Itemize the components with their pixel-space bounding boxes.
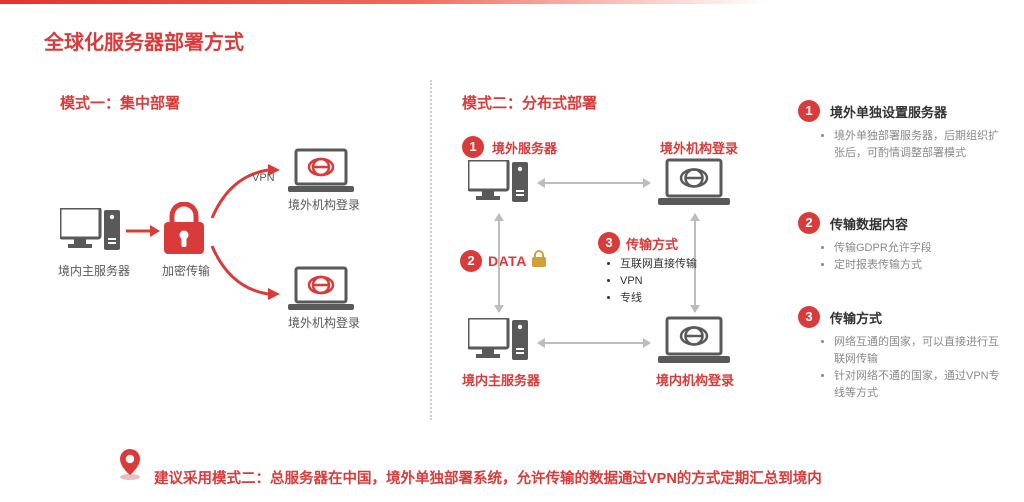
server-icon — [60, 208, 122, 256]
mode1-title: 模式一：集中部署 — [60, 92, 180, 113]
right-badge-2: 2 — [798, 212, 820, 234]
data-tag-text: DATA — [488, 253, 527, 269]
right-title-1: 境外单独设置服务器 — [830, 102, 947, 121]
mode2-bottom-laptop-label: 境内机构登录 — [656, 370, 734, 389]
right-list-2: 传输GDPR允许字段 定时报表传输方式 — [818, 240, 1008, 274]
badge-1: 1 — [462, 136, 484, 158]
mode2-bottom-server-label: 境内主服务器 — [462, 370, 540, 389]
double-arrow-h — [538, 342, 650, 344]
top-gradient-bar — [0, 0, 1024, 4]
data-tag: DATA — [488, 250, 547, 271]
laptop-icon — [288, 148, 354, 199]
arrow-icon — [126, 224, 160, 243]
list-item: VPN — [620, 273, 697, 290]
list-item: 传输GDPR允许字段 — [834, 240, 1008, 257]
footer-text: 建议采用模式二：总服务器在中国，境外单独部署系统，允许传输的数据通过VPN的方式… — [154, 467, 822, 488]
laptop-icon — [658, 316, 730, 371]
mini-lock-icon — [531, 250, 547, 271]
server-icon — [468, 318, 530, 366]
page-title: 全球化服务器部署方式 — [44, 26, 244, 55]
vertical-divider — [430, 80, 432, 420]
lock-icon — [162, 202, 206, 261]
mode1-lock-label: 加密传输 — [162, 262, 210, 279]
list-item: 针对网络不通的国家，通过VPN专线等方式 — [834, 368, 1008, 402]
double-arrow-v — [498, 214, 500, 312]
mode2-top-laptop-label: 境外机构登录 — [660, 138, 738, 157]
mode2-top-server-label: 境外服务器 — [492, 138, 557, 157]
mode2-title: 模式二：分布式部署 — [462, 92, 597, 113]
laptop-icon — [288, 266, 354, 317]
list-item: 专线 — [620, 290, 697, 307]
mode1-server-label: 境内主服务器 — [58, 262, 130, 279]
list-item: 定时报表传输方式 — [834, 257, 1008, 274]
vpn-label: VPN — [252, 172, 275, 184]
right-badge-1: 1 — [798, 100, 820, 122]
right-title-3: 传输方式 — [830, 308, 882, 327]
badge-3: 3 — [598, 232, 620, 254]
badge-2: 2 — [460, 250, 482, 272]
mode1-laptop2-label: 境外机构登录 — [288, 314, 360, 331]
right-list-3: 网络互通的国家，可以直接进行互联网传输 针对网络不通的国家，通过VPN专线等方式 — [818, 334, 1008, 402]
server-icon — [468, 160, 530, 208]
mode2-transfer-title: 传输方式 — [626, 234, 678, 253]
arrow-icon — [210, 244, 280, 307]
list-item: 境外单独部署服务器，后期组织扩张后，可酌情调整部署模式 — [834, 128, 1008, 162]
right-badge-3: 3 — [798, 306, 820, 328]
double-arrow-h — [538, 182, 650, 184]
right-list-1: 境外单独部署服务器，后期组织扩张后，可酌情调整部署模式 — [818, 128, 1008, 162]
right-title-2: 传输数据内容 — [830, 214, 908, 233]
laptop-icon — [658, 158, 730, 213]
list-item: 互联网直接传输 — [620, 256, 697, 273]
list-item: 网络互通的国家，可以直接进行互联网传输 — [834, 334, 1008, 368]
mode1-laptop1-label: 境外机构登录 — [288, 196, 360, 213]
mode2-transfer-list: 互联网直接传输 VPN 专线 — [604, 256, 697, 307]
